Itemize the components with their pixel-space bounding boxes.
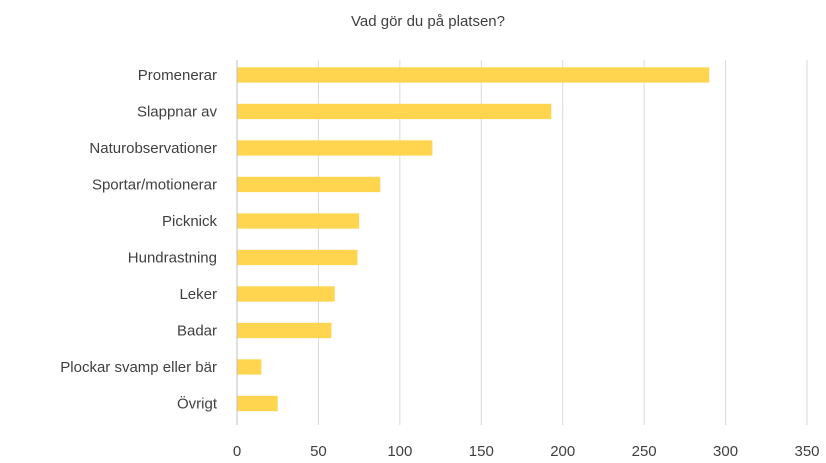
y-tick-label: Hundrastning [128, 250, 217, 267]
chart-title: Vad gör du på platsen? [351, 13, 505, 30]
y-tick-label: Naturobservationer [89, 140, 217, 157]
y-tick-label: Badar [177, 323, 217, 340]
x-tick-label: 0 [233, 443, 241, 460]
bar [237, 286, 335, 302]
x-tick-label: 300 [713, 443, 738, 460]
y-tick-label: Sportar/motionerar [92, 177, 217, 194]
y-tick-label: Leker [179, 286, 217, 303]
bar [237, 67, 710, 83]
x-tick-label: 350 [794, 443, 819, 460]
bar [237, 249, 358, 266]
y-tick-label: Plockar svamp eller bär [60, 359, 217, 376]
y-tick-label: Promenerar [138, 67, 217, 84]
x-tick-label: 150 [469, 443, 494, 460]
bar [237, 103, 552, 120]
x-tick-label: 200 [550, 443, 575, 460]
bar [237, 213, 360, 229]
bar [237, 140, 433, 156]
x-tick-label: 250 [632, 443, 657, 460]
bar [237, 395, 278, 412]
x-tick-label: 100 [387, 443, 412, 460]
x-tick-label: 50 [310, 443, 327, 460]
bar [237, 176, 381, 193]
y-tick-label: Slappnar av [137, 104, 218, 121]
y-tick-label: Övrigt [177, 395, 218, 413]
y-tick-label: Picknick [162, 213, 218, 230]
bar [237, 359, 262, 375]
bar [237, 322, 332, 339]
